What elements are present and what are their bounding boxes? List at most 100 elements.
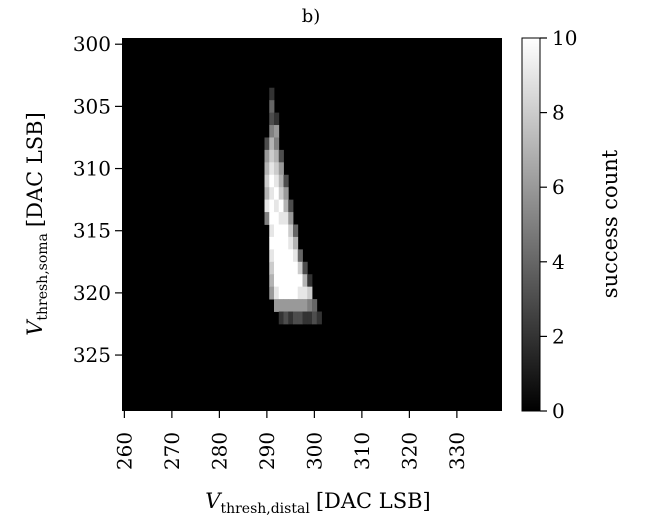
heatmap-cell	[274, 249, 280, 263]
heatmap-cell	[283, 224, 289, 238]
heatmap-cell	[302, 299, 308, 312]
heatmap-cell	[302, 261, 308, 275]
y-tick-label: 300	[73, 32, 111, 56]
heatmap-cell	[274, 187, 280, 201]
heatmap-cell	[297, 286, 303, 300]
heatmap-cell	[312, 311, 318, 325]
heatmap-cell	[274, 199, 280, 213]
heatmap-cell	[297, 261, 303, 275]
heatmap-cell	[283, 236, 289, 250]
heatmap-cell	[269, 137, 275, 151]
heatmap-cell	[264, 149, 270, 163]
colorbar-tick-label: 6	[552, 175, 565, 199]
heatmap-cell	[293, 299, 299, 312]
heatmap-cell	[288, 274, 294, 288]
heatmap-cell	[278, 174, 284, 188]
heatmap-cell	[307, 299, 313, 312]
colorbar-tick-label: 8	[552, 101, 565, 125]
heatmap-cell	[297, 311, 303, 325]
heatmap-cell	[274, 112, 280, 126]
heatmap-cell	[288, 224, 294, 238]
heatmap-cell	[283, 174, 289, 188]
heatmap-cell	[312, 299, 318, 312]
heatmap-cell	[288, 261, 294, 275]
heatmap-cell	[274, 137, 280, 151]
heatmap-cell	[302, 311, 308, 325]
x-tick-label: 310	[350, 432, 374, 470]
heatmap-cell	[278, 187, 284, 201]
heatmap-cell	[297, 249, 303, 263]
heatmap-cell	[302, 286, 308, 300]
heatmap-cell	[274, 174, 280, 188]
x-axis-ticks: 260 270 280 290 300 310 320 330	[112, 411, 469, 470]
y-tick-label: 320	[73, 281, 111, 305]
colorbar-tick-label: 2	[552, 324, 565, 348]
heatmap-cell	[269, 286, 275, 300]
heatmap-cell	[274, 149, 280, 163]
heatmap-cell	[283, 261, 289, 275]
heatmap-cell	[288, 311, 294, 325]
heatmap-cell	[278, 249, 284, 263]
colorbar-ticks: 0 2 4 6 8 10	[540, 26, 577, 423]
heatmap-cell	[307, 311, 313, 325]
y-axis-ticks: 300 305 310 315 320 325	[73, 32, 122, 367]
heatmap-cell	[269, 261, 275, 275]
y-axis-label: Vthresh,soma[DAC LSB]	[23, 112, 51, 336]
x-tick-label: 300	[302, 432, 326, 470]
heatmap-cell	[274, 224, 280, 238]
heatmap-cell	[274, 261, 280, 275]
colorbar-tick-label: 4	[552, 250, 565, 274]
heatmap-cell	[278, 274, 284, 288]
heatmap-cell	[278, 261, 284, 275]
heatmap-cell	[293, 261, 299, 275]
heatmap-cell	[274, 212, 280, 225]
heatmap-cell	[278, 299, 284, 312]
heatmap-cell	[283, 249, 289, 263]
heatmap-cell	[274, 162, 280, 176]
heatmap-cell	[283, 299, 289, 312]
heatmap-cell	[269, 212, 275, 225]
heatmap-cell	[283, 187, 289, 201]
heatmap-cell	[293, 311, 299, 325]
heatmap-cell	[283, 199, 289, 213]
heatmap-cell	[269, 187, 275, 201]
heatmap-cell	[283, 311, 289, 325]
colorbar	[521, 37, 541, 412]
heatmap-cell	[269, 100, 275, 113]
heatmap-cell	[278, 311, 284, 325]
heatmap-cell	[316, 311, 322, 325]
heatmap-cell	[293, 274, 299, 288]
heatmap-cell	[274, 299, 280, 312]
heatmap-cell	[288, 199, 294, 213]
heatmap-cell	[293, 236, 299, 250]
heatmap-cell	[269, 112, 275, 126]
heatmap-cell	[269, 274, 275, 288]
heatmap-cell	[288, 212, 294, 225]
heatmap-cell	[283, 274, 289, 288]
heatmap-cell	[278, 149, 284, 163]
x-tick-label: 260	[112, 432, 136, 470]
colorbar-tick-label: 10	[552, 26, 577, 50]
x-tick-label: 290	[255, 432, 279, 470]
chart-title: b)	[302, 6, 321, 27]
heatmap-cell	[288, 286, 294, 300]
heatmap-cell	[264, 162, 270, 176]
heatmap-cell	[269, 125, 275, 138]
heatmap-cell	[269, 174, 275, 188]
heatmap-cell	[307, 286, 313, 300]
y-tick-label: 325	[73, 343, 111, 367]
heatmap-cell	[264, 212, 270, 225]
heatmap-cells	[264, 87, 322, 325]
heatmap-cell	[288, 299, 294, 312]
y-tick-label: 305	[73, 94, 111, 118]
heatmap-cell	[297, 299, 303, 312]
heatmap-cell	[274, 236, 280, 250]
heatmap-cell	[283, 286, 289, 300]
heatmap-cell	[278, 286, 284, 300]
colorbar-tick-label: 0	[552, 399, 565, 423]
heatmap-cell	[269, 149, 275, 163]
x-tick-label: 320	[397, 432, 421, 470]
plot-background	[122, 38, 502, 411]
colorbar-label: success count	[598, 149, 622, 298]
